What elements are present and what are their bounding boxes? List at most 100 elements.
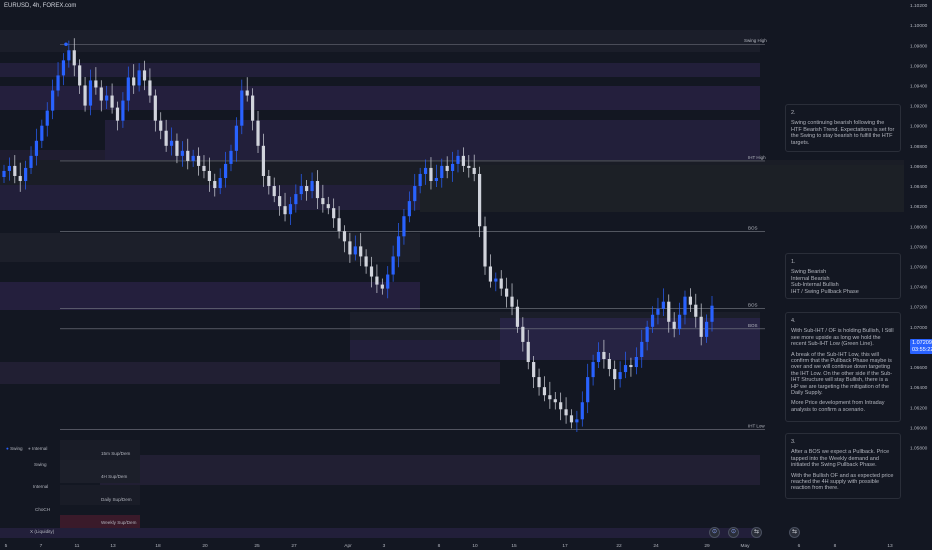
candle	[234, 125, 238, 151]
candle	[29, 155, 33, 168]
candle	[634, 356, 638, 368]
y-tick-label: 1.06600	[910, 365, 928, 371]
candle	[423, 167, 428, 174]
zone	[500, 318, 760, 360]
alert-icon[interactable]: ⊙	[709, 527, 720, 538]
candle	[667, 301, 671, 322]
zone-daily-label: Daily Sup/Dem	[101, 497, 132, 502]
candle	[267, 175, 271, 187]
candle	[283, 206, 287, 215]
x-tick-label: 11	[75, 543, 80, 549]
legend-internal-label: Internal	[32, 446, 48, 451]
candle	[153, 95, 157, 121]
candle	[337, 218, 341, 232]
price-axis	[904, 0, 932, 550]
flag-icon[interactable]: ⊙	[728, 527, 739, 538]
level-label: BOS	[748, 225, 758, 230]
y-tick-label: 1.08000	[910, 224, 928, 230]
candle	[72, 50, 76, 66]
y-tick-label: 1.08200	[910, 204, 928, 210]
dot-icon: ●	[28, 446, 31, 451]
candle	[348, 241, 352, 255]
zone-15m-label: 15m Sup/Dem	[101, 451, 131, 456]
candle	[121, 100, 125, 121]
candle	[586, 377, 590, 403]
candle	[326, 204, 330, 209]
candle	[7, 165, 12, 171]
x-tick-label: 6	[798, 543, 801, 549]
candle	[126, 77, 130, 101]
candle	[413, 186, 417, 202]
y-tick-label: 1.09600	[910, 63, 928, 69]
zone	[0, 30, 760, 52]
note-4-text-1: With Sub-IHT / OF is holding Bullish, I …	[791, 328, 894, 348]
candle	[559, 402, 563, 410]
dividends-icon[interactable]: ⇆	[789, 527, 800, 538]
y-tick-label: 1.05800	[910, 445, 928, 451]
candle	[321, 198, 325, 205]
candle	[61, 60, 66, 76]
candle	[169, 140, 174, 146]
zone	[0, 282, 420, 310]
zone	[0, 86, 760, 110]
candle	[110, 95, 114, 108]
zone	[60, 460, 140, 483]
level-label: Swing High	[744, 38, 767, 43]
chart-title: EURUSD, 4h, FOREX.com	[4, 3, 77, 9]
x-tick-label: 20	[202, 543, 208, 549]
legend-row-swing: Swing	[34, 462, 47, 467]
level-label: BOS	[748, 323, 758, 328]
note-3: 3. After a BOS we expect a Pullback. Pri…	[785, 433, 901, 499]
candle	[483, 226, 487, 267]
candle	[332, 208, 336, 219]
legend-toggle-swing[interactable]: ● Swing	[6, 446, 23, 451]
x-tick-label: 15	[511, 543, 517, 549]
candle	[445, 165, 449, 171]
candle	[202, 165, 206, 171]
note-2-text: Swing continuing bearish following the H…	[791, 120, 895, 146]
note-2: 2. Swing continuing bearish following th…	[785, 104, 901, 152]
candle	[18, 175, 22, 182]
candle	[613, 369, 617, 380]
x-tick-label: Apr	[344, 543, 352, 549]
x-tick-label: 7	[40, 543, 43, 549]
y-tick-label: 1.09200	[910, 104, 928, 110]
level-label: IHT High	[748, 155, 766, 160]
candle	[115, 107, 120, 121]
candle	[159, 120, 163, 131]
swing-high-marker	[64, 42, 68, 47]
candle	[699, 316, 703, 337]
zone-4h-label: 4H Sup/Dem	[101, 474, 128, 479]
candle	[542, 387, 547, 396]
note-1: 1. Swing Bearish Internal Bearish Sub-In…	[785, 253, 901, 299]
candle	[510, 296, 514, 307]
candle	[310, 181, 314, 192]
y-tick-label: 1.08600	[910, 164, 928, 170]
note-3-number: 3.	[791, 439, 796, 445]
candle	[461, 155, 465, 166]
candle	[342, 231, 347, 242]
legend-row-liquidity: X (Liquidity)	[30, 529, 55, 534]
candle	[645, 326, 649, 342]
candle	[207, 170, 211, 182]
legend-swing-label: Swing	[10, 446, 23, 451]
earnings-icon[interactable]: ⇆	[751, 527, 762, 538]
zone	[60, 485, 140, 505]
level-label: BOS	[748, 303, 758, 308]
candle	[51, 90, 55, 111]
candle	[196, 155, 201, 166]
candle	[467, 165, 471, 168]
x-tick-label: 3	[383, 543, 386, 549]
candle	[704, 321, 709, 337]
candle	[132, 77, 136, 86]
candle	[591, 362, 595, 378]
legend-toggle-internal[interactable]: ● Internal	[28, 446, 47, 451]
y-tick-label: 1.07600	[910, 264, 928, 270]
y-tick-label: 1.10200	[910, 3, 928, 9]
candle	[456, 155, 460, 164]
dot-icon: ●	[6, 446, 9, 451]
candle	[407, 201, 411, 217]
candle	[359, 246, 363, 257]
candle	[607, 359, 611, 370]
